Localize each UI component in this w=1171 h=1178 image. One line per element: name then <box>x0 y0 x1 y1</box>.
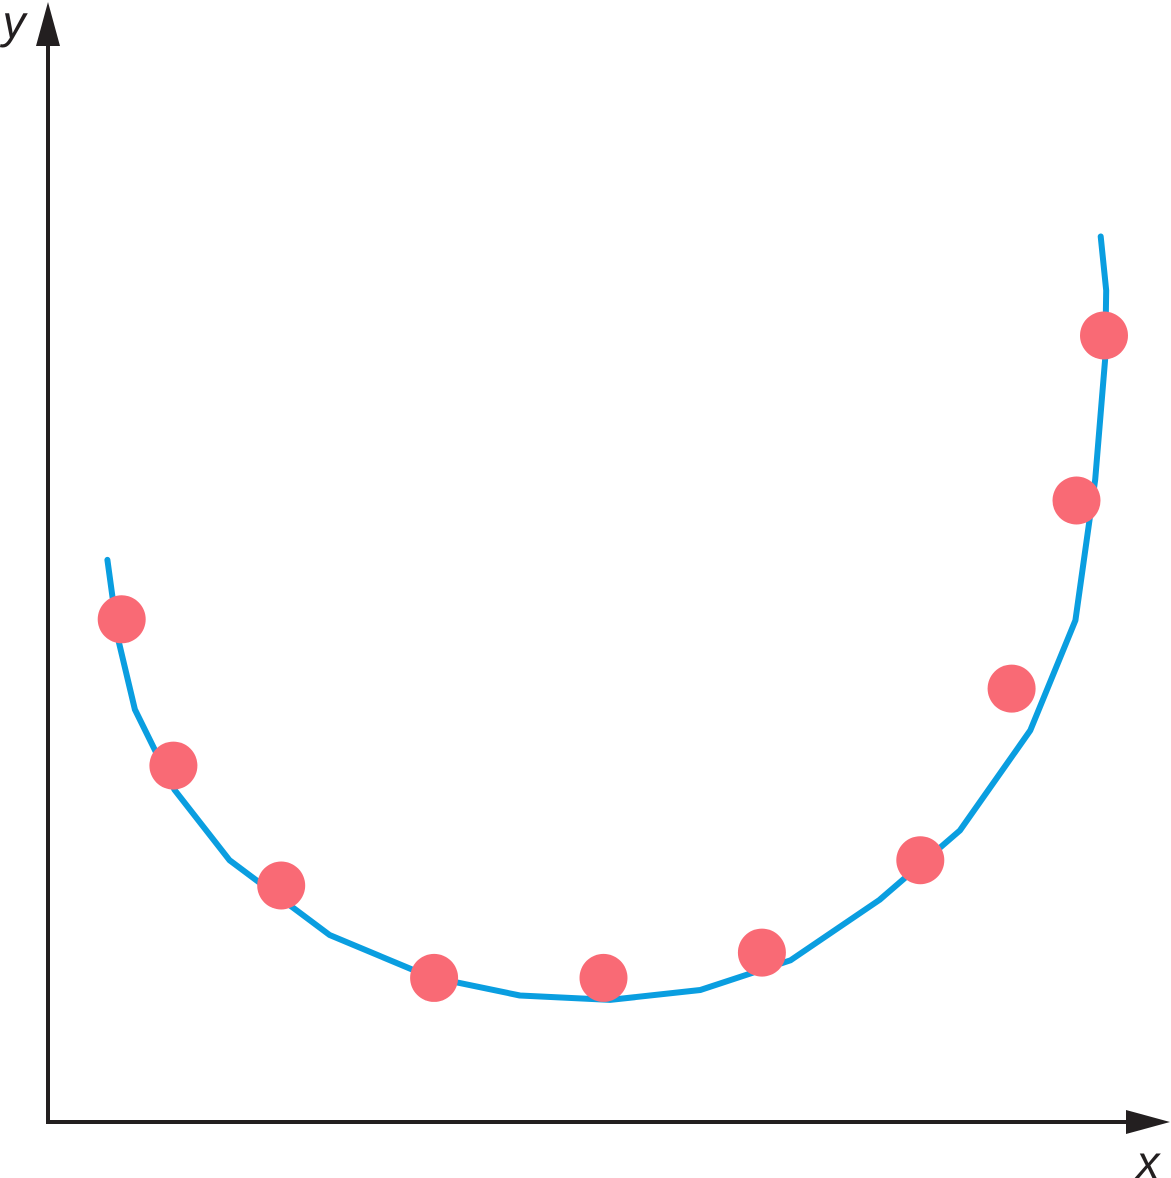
data-point <box>97 595 146 644</box>
data-point <box>257 861 306 910</box>
data-point <box>896 836 945 885</box>
data-point <box>149 741 198 790</box>
x-axis-arrow <box>1126 1110 1170 1134</box>
y-axis-arrow <box>36 2 60 46</box>
data-point <box>737 928 786 977</box>
data-point <box>1080 311 1128 360</box>
data-point <box>579 953 628 1002</box>
x-axis-label: x <box>1135 1136 1162 1178</box>
data-point <box>1052 476 1101 525</box>
data-point <box>987 664 1036 713</box>
fit-curve <box>104 233 1110 1003</box>
y-axis-label: y <box>0 0 29 48</box>
data-point <box>410 953 459 1002</box>
